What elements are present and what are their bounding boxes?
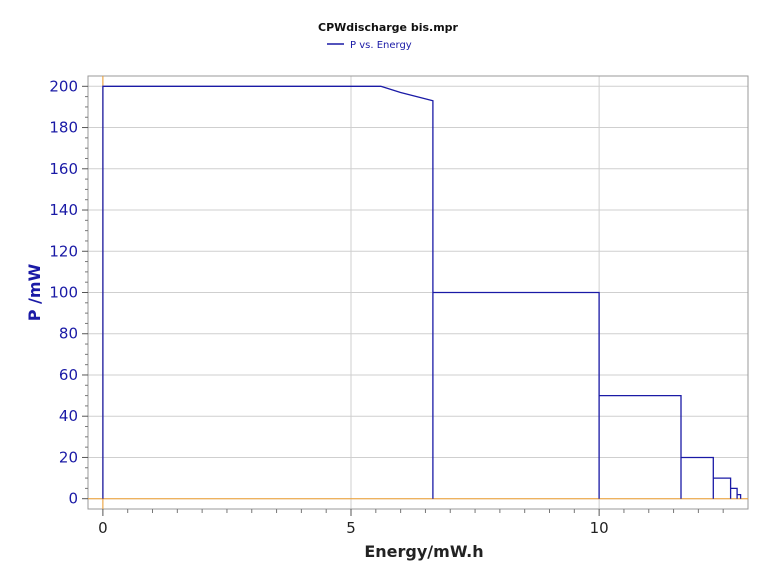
x-tick-label: 10 <box>590 519 609 537</box>
y-tick-label: 200 <box>49 77 78 95</box>
y-axis-label: P /mW <box>25 263 44 321</box>
series-line <box>102 85 742 499</box>
x-axis-label: Energy/mW.h <box>364 542 483 561</box>
x-tick-label: 5 <box>346 519 356 537</box>
y-tick-label: 80 <box>59 325 78 343</box>
y-tick-label: 120 <box>49 242 78 260</box>
y-tick-label: 180 <box>49 119 78 137</box>
y-tick-label: 20 <box>59 448 78 466</box>
legend: P vs. Energy <box>327 40 412 51</box>
y-tick-label: 100 <box>49 284 78 302</box>
plot-area: 0 20 40 60 80 100 120 140 160 180 200 0 5 10 <box>49 75 749 537</box>
y-tick-label: 160 <box>49 160 78 178</box>
y-tick-label: 60 <box>59 366 78 384</box>
legend-label: P vs. Energy <box>350 40 412 51</box>
y-tick-label: 0 <box>68 490 78 508</box>
y-tick-label: 40 <box>59 407 78 425</box>
chart-title: CPWdischarge bis.mpr <box>318 21 459 34</box>
y-tick-label: 140 <box>49 201 78 219</box>
x-tick-label: 0 <box>98 519 108 537</box>
